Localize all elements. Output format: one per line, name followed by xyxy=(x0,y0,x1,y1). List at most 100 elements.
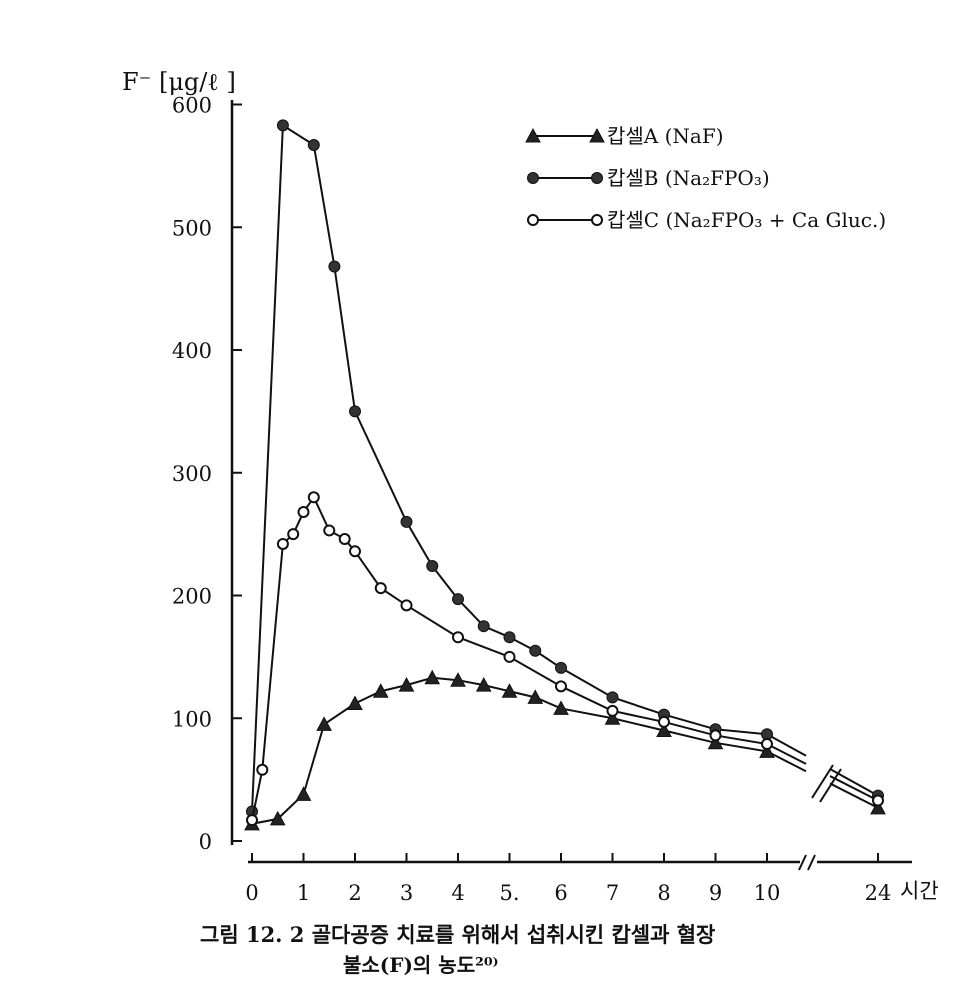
x-axis-break-mark xyxy=(798,854,807,871)
x-tick-label: 7 xyxy=(606,881,619,905)
x-tick-label: 3 xyxy=(400,881,413,905)
series-a-point xyxy=(475,677,492,692)
x-tick-label: 0 xyxy=(245,881,258,905)
series-b-point xyxy=(328,260,341,273)
series-c-point xyxy=(246,814,258,827)
x-tick-label: 1 xyxy=(297,881,310,905)
series-a-point xyxy=(759,743,775,758)
x-tick-label: 5. xyxy=(499,881,519,905)
series-c-line xyxy=(829,775,879,802)
series-c-line xyxy=(766,743,807,765)
y-axis-label: F⁻ [μg/ℓ ] xyxy=(122,68,236,96)
series-b-point xyxy=(529,644,542,657)
x-tick-label: 8 xyxy=(657,881,670,905)
series-b-point xyxy=(400,515,413,528)
series-a-point xyxy=(398,677,415,692)
series-b-point xyxy=(555,661,567,674)
series-b xyxy=(246,119,884,818)
x-ticks: 0 1 2 3 4 5. 6 7 8 9 10 24 시간 xyxy=(245,853,939,905)
series-c-point xyxy=(400,599,413,612)
legend-marker xyxy=(527,214,539,226)
y-tick-label: 400 xyxy=(172,339,212,363)
series-b-point xyxy=(349,405,361,418)
series-a-point xyxy=(295,786,312,801)
curve-break-mark xyxy=(819,768,842,803)
series-c-point xyxy=(323,524,336,537)
x-tick-label: 10 xyxy=(754,881,781,905)
series-a-line xyxy=(251,676,768,825)
series-a-point xyxy=(372,683,389,698)
figure-caption-line-2: 불소(F)의 농도²⁰⁾ xyxy=(343,953,499,977)
series-a-point xyxy=(870,799,886,815)
series-a-point xyxy=(269,810,286,826)
y-tick-label: 300 xyxy=(172,462,212,486)
x-tick-label: 24 xyxy=(865,881,892,905)
series-a-point xyxy=(424,669,441,685)
series-b-point xyxy=(276,119,289,132)
x-tick-label: 6 xyxy=(554,881,567,905)
x-axis-unit: 시간 xyxy=(900,879,939,903)
series-c-point xyxy=(555,680,567,693)
series-b-point xyxy=(606,691,619,704)
series-c-point xyxy=(709,729,722,742)
legend-marker xyxy=(527,172,539,184)
figure-caption-line-1: 그림 12. 2 골다공증 치료를 위해서 섭취시킨 캅셀과 혈장 xyxy=(200,922,715,947)
y-ticks: 0 100 200 300 400 500 600 xyxy=(172,94,242,854)
legend-marker xyxy=(525,127,541,143)
series-c-point xyxy=(452,631,464,644)
series-c-point xyxy=(503,650,516,663)
series-a-point xyxy=(604,710,621,725)
series-a-point xyxy=(316,716,332,731)
series-c-point xyxy=(338,533,351,546)
x-tick-label: 9 xyxy=(709,881,722,905)
series-c-point xyxy=(374,582,387,595)
y-tick-label: 600 xyxy=(172,94,212,118)
series-c-point xyxy=(297,506,310,519)
series-a-point xyxy=(501,683,518,698)
legend-label: 캅셀B (Na₂FPO₃) xyxy=(607,166,770,190)
series-c-point xyxy=(287,528,300,541)
legend-marker xyxy=(589,127,605,143)
series-c-point xyxy=(658,715,670,728)
series-a-point xyxy=(450,672,466,687)
series-c-point xyxy=(276,537,289,550)
y-tick-label: 0 xyxy=(199,830,212,854)
series-b-line xyxy=(766,733,807,757)
y-tick-label: 200 xyxy=(172,585,212,609)
series-b-point xyxy=(477,620,490,633)
legend-label: 캅셀A (NaF) xyxy=(607,124,724,148)
series-a-point xyxy=(707,734,724,750)
curve-break-mark xyxy=(811,764,834,799)
x-tick-label: 4 xyxy=(451,881,464,905)
series-layer xyxy=(244,119,886,831)
series-a-line xyxy=(829,782,879,809)
series-b-point xyxy=(426,560,439,573)
series-c-point xyxy=(307,491,320,504)
x-tick-label: 2 xyxy=(348,881,361,905)
legend-marker xyxy=(591,214,603,226)
series-a-point xyxy=(347,695,363,711)
series-b-line xyxy=(829,768,879,797)
series-c-point xyxy=(256,763,269,776)
series-c-point xyxy=(872,794,884,807)
series-b-point xyxy=(307,139,320,152)
series-b-line xyxy=(251,123,768,812)
legend-marker xyxy=(591,172,603,184)
series-c xyxy=(246,491,884,827)
series-c-point xyxy=(606,704,619,717)
series-c-point xyxy=(349,545,361,558)
series-a-point xyxy=(656,722,672,738)
series-a-line xyxy=(766,750,807,773)
series-a xyxy=(244,669,886,831)
series-a-point xyxy=(527,689,544,704)
x-axis-break-mark xyxy=(807,854,816,871)
legend-label: 캅셀C (Na₂FPO₃ + Ca Gluc.) xyxy=(607,208,886,232)
legend: 캅셀A (NaF) 캅셀B (Na₂FPO₃) 캅셀C (Na₂FPO₃ + Ca … xyxy=(525,124,886,232)
y-tick-label: 500 xyxy=(172,216,212,240)
series-a-point xyxy=(553,700,569,715)
series-c-point xyxy=(761,738,773,751)
series-b-point xyxy=(452,593,464,606)
series-b-point xyxy=(503,631,516,644)
y-tick-label: 100 xyxy=(172,707,212,731)
